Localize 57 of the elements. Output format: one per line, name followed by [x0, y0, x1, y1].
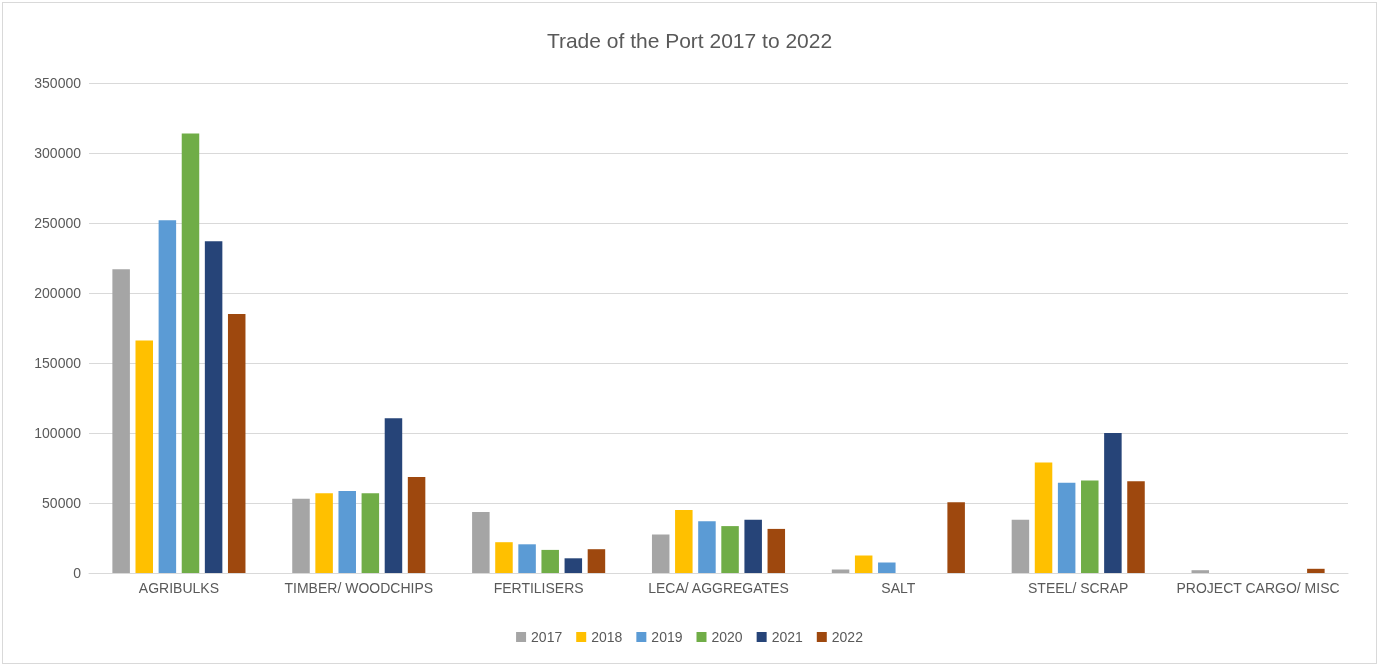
x-tick-label: LECA/ AGGREGATES — [648, 580, 789, 596]
y-tick-label: 150000 — [34, 355, 82, 371]
bar — [587, 549, 606, 573]
y-tick-label: 250000 — [34, 215, 82, 231]
bar — [1307, 568, 1325, 573]
bar — [384, 418, 403, 573]
bar — [1127, 481, 1145, 573]
x-tick-label: SALT — [881, 580, 916, 596]
bar — [292, 498, 310, 573]
x-tick-label: FERTILISERS — [493, 580, 584, 596]
bar — [361, 493, 380, 573]
bar — [698, 521, 716, 573]
bar — [721, 526, 739, 573]
bar — [472, 512, 490, 573]
bar — [135, 340, 154, 573]
bar — [315, 493, 333, 573]
bar — [204, 241, 223, 573]
legend-label: 2017 — [531, 629, 563, 645]
legend-label: 2020 — [711, 629, 743, 645]
bar — [158, 220, 177, 573]
bar — [1104, 433, 1122, 573]
y-tick-label: 200000 — [34, 285, 82, 301]
bar — [1191, 570, 1210, 573]
y-tick-label: 350000 — [34, 75, 82, 91]
legend-label: 2018 — [591, 629, 623, 645]
bar — [518, 544, 536, 573]
bar — [227, 314, 246, 573]
bar — [1011, 519, 1030, 573]
bar — [495, 542, 513, 573]
legend-label: 2021 — [771, 629, 803, 645]
y-tick-label: 0 — [73, 565, 82, 581]
chart-title: Trade of the Port 2017 to 2022 — [546, 29, 833, 52]
bar — [1081, 480, 1099, 573]
bar — [947, 502, 965, 573]
x-tick-label: AGRIBULKS — [138, 580, 219, 596]
bar — [1057, 482, 1076, 573]
legend-label: 2019 — [651, 629, 683, 645]
legend-label: 2022 — [831, 629, 864, 645]
bar — [407, 477, 426, 573]
bar — [854, 555, 873, 573]
bar — [181, 133, 200, 573]
bar — [112, 269, 130, 573]
y-tick-label: 300000 — [34, 145, 82, 161]
x-tick-label: STEEL/ SCRAP — [1028, 580, 1129, 596]
x-tick-label: PROJECT CARGO/ MISC — [1176, 580, 1340, 596]
x-tick-label: TIMBER/ WOODCHIPS — [284, 580, 434, 596]
bar — [541, 549, 559, 573]
bar — [1034, 462, 1053, 573]
bar — [744, 519, 762, 573]
bar — [675, 510, 693, 573]
bar — [651, 534, 670, 573]
bar — [767, 528, 786, 573]
bar — [878, 562, 896, 573]
bar — [338, 491, 356, 573]
y-tick-label: 100000 — [34, 425, 82, 441]
bar — [564, 558, 583, 573]
y-tick-label: 50000 — [42, 495, 82, 511]
